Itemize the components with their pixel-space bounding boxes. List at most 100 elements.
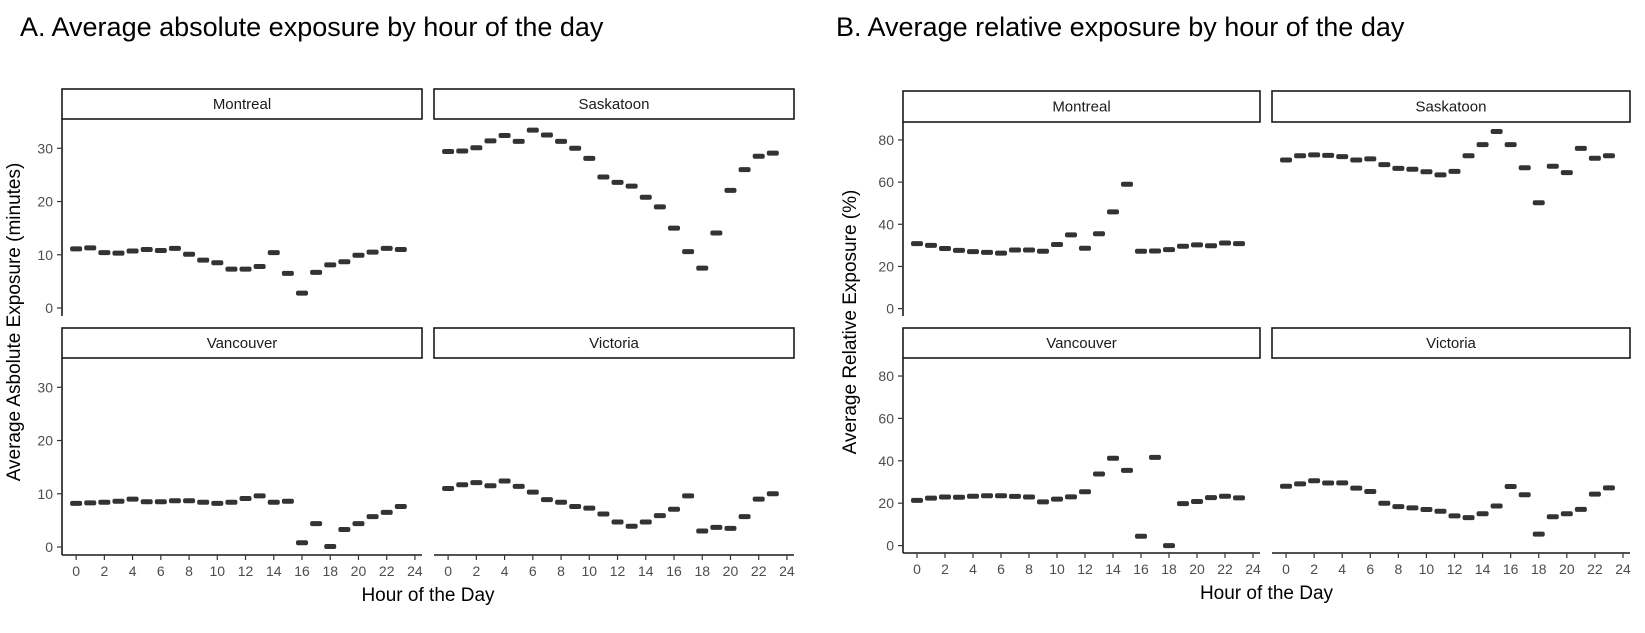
y-tick-label: 20 — [37, 433, 53, 449]
data-point-saskatoon-hour-5 — [512, 138, 525, 144]
data-point-saskatoon-hour-16 — [1504, 142, 1517, 148]
data-point-saskatoon-hour-1 — [456, 148, 469, 154]
data-point-saskatoon-hour-23 — [1602, 153, 1615, 159]
data-point-vancouver-hour-16 — [296, 540, 308, 546]
data-point-vancouver-hour-17 — [1149, 454, 1161, 460]
data-point-montreal-hour-16 — [1135, 248, 1147, 254]
data-point-saskatoon-hour-11 — [597, 174, 610, 180]
data-point-saskatoon-hour-8 — [555, 138, 568, 144]
data-point-montreal-hour-2 — [98, 250, 111, 256]
y-tick-label: 10 — [37, 486, 53, 502]
data-point-montreal-hour-0 — [911, 241, 923, 247]
y-tick-label: 30 — [37, 379, 53, 395]
x-tick-label: 14 — [266, 563, 282, 579]
data-point-montreal-hour-4 — [126, 248, 139, 254]
y-tick-label: 30 — [37, 140, 53, 156]
facet-label-vancouver: Vancouver — [207, 335, 278, 352]
data-point-victoria-hour-22 — [752, 496, 765, 502]
data-point-saskatoon-hour-21 — [738, 167, 751, 173]
data-point-montreal-hour-8 — [183, 251, 196, 257]
data-point-vancouver-hour-0 — [70, 500, 83, 506]
facet-strip — [433, 327, 795, 359]
data-point-montreal-hour-1 — [925, 242, 937, 248]
data-point-montreal-hour-13 — [253, 263, 266, 269]
facet-strip — [902, 327, 1261, 359]
data-point-montreal-hour-12 — [239, 266, 252, 272]
data-point-saskatoon-hour-2 — [470, 145, 483, 151]
data-point-montreal-hour-5 — [140, 246, 153, 252]
data-point-vancouver-hour-0 — [911, 497, 923, 503]
facet-strip — [433, 88, 795, 120]
x-axis-title: Hour of the Day — [361, 585, 495, 606]
data-point-victoria-hour-9 — [569, 504, 582, 510]
x-tick-label: 18 — [1161, 561, 1177, 577]
data-point-victoria-hour-17 — [682, 493, 695, 499]
data-point-montreal-hour-19 — [338, 259, 351, 265]
x-tick-label: 8 — [1025, 561, 1033, 577]
data-point-victoria-hour-4 — [498, 478, 511, 484]
data-point-victoria-hour-11 — [597, 511, 610, 517]
data-point-montreal-hour-7 — [168, 245, 181, 251]
data-point-saskatoon-hour-16 — [668, 225, 680, 231]
data-point-vancouver-hour-22 — [1219, 493, 1231, 499]
data-point-montreal-hour-17 — [1149, 248, 1161, 254]
data-point-montreal-hour-12 — [1079, 245, 1091, 251]
data-point-victoria-hour-8 — [555, 499, 568, 505]
x-tick-label: 24 — [779, 563, 795, 579]
data-point-vancouver-hour-6 — [154, 499, 167, 505]
data-point-victoria-hour-5 — [512, 483, 525, 489]
data-point-saskatoon-hour-9 — [1406, 166, 1419, 172]
x-tick-label: 6 — [1366, 561, 1374, 577]
data-point-victoria-hour-12 — [1448, 513, 1461, 519]
data-point-saskatoon-hour-10 — [1420, 169, 1433, 175]
data-point-victoria-hour-6 — [526, 489, 539, 495]
data-point-vancouver-hour-13 — [1093, 471, 1105, 477]
data-point-montreal-hour-15 — [1121, 181, 1133, 187]
x-tick-label: 22 — [1217, 561, 1233, 577]
data-point-vancouver-hour-6 — [995, 493, 1007, 499]
data-point-victoria-hour-9 — [1406, 505, 1419, 511]
data-point-victoria-hour-4 — [1336, 480, 1349, 486]
data-point-vancouver-hour-13 — [253, 493, 266, 499]
data-point-victoria-hour-18 — [696, 528, 709, 534]
data-point-saskatoon-hour-14 — [1476, 142, 1489, 148]
x-tick-label: 10 — [582, 563, 598, 579]
data-point-montreal-hour-23 — [1233, 241, 1245, 247]
data-point-vancouver-hour-21 — [366, 514, 379, 520]
data-point-vancouver-hour-4 — [126, 496, 139, 502]
data-point-montreal-hour-23 — [394, 246, 407, 252]
facet-label-victoria: Victoria — [1426, 335, 1476, 352]
data-point-montreal-hour-7 — [1009, 247, 1021, 253]
data-point-montreal-hour-13 — [1093, 231, 1105, 237]
data-point-vancouver-hour-12 — [1079, 489, 1091, 495]
facet-label-vancouver: Vancouver — [1046, 335, 1117, 352]
data-point-vancouver-hour-3 — [112, 498, 125, 504]
data-point-vancouver-hour-19 — [1177, 501, 1189, 507]
data-point-saskatoon-hour-7 — [540, 132, 553, 138]
data-point-vancouver-hour-14 — [267, 499, 280, 505]
data-point-victoria-hour-14 — [1476, 511, 1489, 517]
data-point-victoria-hour-23 — [1602, 485, 1615, 491]
data-point-montreal-hour-22 — [1219, 240, 1231, 246]
data-point-montreal-hour-11 — [225, 266, 238, 272]
x-tick-label: 12 — [238, 563, 254, 579]
y-tick-label: 0 — [45, 300, 53, 316]
data-point-saskatoon-hour-13 — [1462, 153, 1475, 159]
data-point-montreal-hour-21 — [366, 249, 379, 255]
x-tick-label: 0 — [72, 563, 80, 579]
data-point-victoria-hour-20 — [724, 525, 737, 531]
data-point-victoria-hour-17 — [1518, 492, 1531, 498]
x-tick-label: 10 — [1419, 561, 1435, 577]
data-point-victoria-hour-13 — [625, 523, 638, 529]
x-tick-label: 14 — [638, 563, 654, 579]
data-point-montreal-hour-6 — [154, 248, 167, 254]
facet-strip — [61, 327, 423, 359]
facet-label-saskatoon: Saskatoon — [1416, 99, 1487, 116]
data-point-saskatoon-hour-0 — [1280, 157, 1293, 163]
facet-strip — [61, 88, 423, 120]
data-point-saskatoon-hour-3 — [484, 138, 497, 144]
data-point-victoria-hour-8 — [1392, 504, 1405, 510]
x-tick-label: 20 — [351, 563, 367, 579]
data-point-vancouver-hour-14 — [1107, 455, 1119, 461]
